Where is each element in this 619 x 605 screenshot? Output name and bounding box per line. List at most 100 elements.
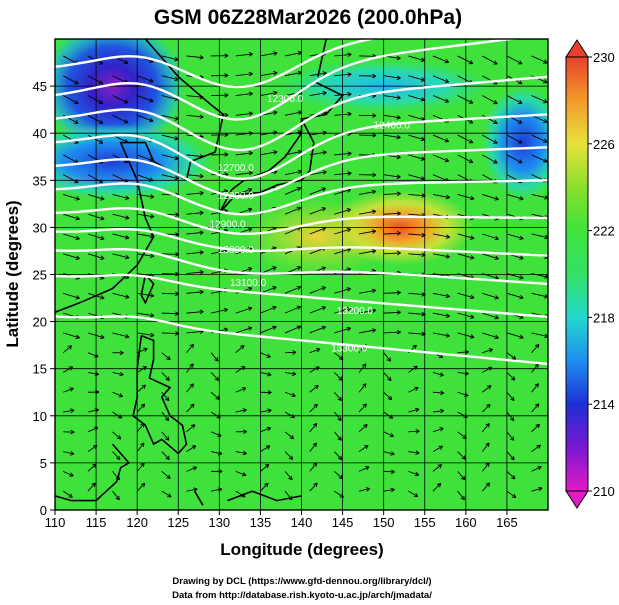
wind-vector xyxy=(235,345,245,354)
wind-vector-head xyxy=(470,317,475,319)
wind-vector xyxy=(432,372,444,376)
wind-vector-head xyxy=(199,154,204,158)
wind-vector-head xyxy=(164,438,170,441)
wind-vector-head xyxy=(495,235,499,240)
wind-vector xyxy=(432,95,449,103)
wind-vector xyxy=(408,490,419,497)
wind-vector-head xyxy=(372,191,377,195)
wind-vector-head xyxy=(290,495,293,500)
wind-vector xyxy=(112,490,120,501)
wind-vector xyxy=(112,193,130,199)
wind-vector xyxy=(482,75,498,85)
wind-vector xyxy=(531,292,548,298)
wind-vector-head xyxy=(495,314,499,319)
wind-vector-head xyxy=(116,437,121,440)
wind-vector-head xyxy=(316,385,319,390)
y-tick-label: 20 xyxy=(33,315,47,330)
wind-vector xyxy=(112,391,123,397)
wind-vector-head xyxy=(494,60,498,65)
wind-vector xyxy=(457,95,474,104)
wind-vector-head xyxy=(544,59,548,64)
wind-vector-head xyxy=(396,250,401,254)
wind-vector xyxy=(284,306,301,314)
colorbar-tick-label: 230 xyxy=(593,50,615,65)
wind-vector xyxy=(63,95,79,104)
wind-vector-head xyxy=(100,337,105,340)
wind-vector-head xyxy=(242,408,247,411)
wind-vector-head xyxy=(337,418,342,422)
wind-vector-head xyxy=(223,307,228,310)
wind-vector xyxy=(137,233,155,238)
wind-vector-head xyxy=(150,332,155,336)
wind-vector-head xyxy=(337,457,342,461)
wind-vector-head xyxy=(199,269,204,273)
contour-label: 12700.0 xyxy=(218,163,255,174)
wind-vector-head xyxy=(519,277,524,280)
wind-vector-head xyxy=(439,374,444,377)
wind-vector xyxy=(62,345,72,354)
y-axis: 0 5 10 15 20 25 30 35 40 45 xyxy=(33,79,55,518)
wind-vector xyxy=(309,423,318,433)
wind-vector-head xyxy=(125,254,130,259)
wind-vector-head xyxy=(140,422,145,426)
wind-vector-head xyxy=(347,189,351,193)
wind-vector xyxy=(284,431,294,440)
wind-vector xyxy=(383,352,391,362)
wind-vector-head xyxy=(175,76,179,81)
wind-vector-head xyxy=(445,315,450,318)
wind-vector xyxy=(161,174,179,180)
wind-vector xyxy=(63,154,79,164)
wind-vector-head xyxy=(101,255,105,260)
wind-vector xyxy=(284,372,296,375)
wind-vector-head xyxy=(463,455,466,460)
x-axis: 110 115 120 125 130 135 140 145 150 155 160 165 xyxy=(45,510,518,530)
wind-vector-head xyxy=(217,487,223,490)
credit-data: Data from http://database.rish.kyoto-u.a… xyxy=(172,590,432,601)
wind-vector xyxy=(112,253,130,259)
wind-vector-head xyxy=(396,58,401,61)
x-axis-label: Longitude (degrees) xyxy=(220,540,383,559)
wind-vector-head xyxy=(494,238,499,241)
wind-vector xyxy=(260,52,278,57)
wind-vector-head xyxy=(371,229,376,232)
wind-vector-head xyxy=(389,376,392,381)
wind-vector-head xyxy=(223,327,228,330)
wind-vector-head xyxy=(248,150,253,154)
wind-vector-head xyxy=(297,187,302,192)
wind-vector-head xyxy=(199,190,204,194)
wind-vector-head xyxy=(150,236,155,239)
wind-vector xyxy=(63,470,74,477)
wind-vector-head xyxy=(439,483,442,488)
wind-vector-head xyxy=(119,350,124,354)
wind-vector-head xyxy=(421,116,425,121)
wind-vector-head xyxy=(125,297,130,299)
wind-vector-head xyxy=(461,457,466,460)
wind-vector-head xyxy=(365,445,369,450)
wind-vector xyxy=(531,154,548,163)
wind-vector-head xyxy=(248,307,253,312)
wind-vector-head xyxy=(249,152,253,156)
wind-vector-head xyxy=(414,407,420,410)
wind-vector xyxy=(235,366,246,373)
wind-vector-head xyxy=(534,344,539,347)
wind-vector-head xyxy=(495,334,499,339)
wind-vector-head xyxy=(340,455,343,460)
colorbar-min-arrow xyxy=(565,490,589,509)
wind-vector-head xyxy=(248,188,253,193)
wind-vector-head xyxy=(396,191,401,194)
wind-vector xyxy=(506,490,517,498)
wind-vector xyxy=(235,387,247,393)
wind-vector xyxy=(481,404,491,413)
chart-title: GSM 06Z28Mar2026 (200.0hPa) xyxy=(154,6,462,29)
wind-vector xyxy=(506,332,524,339)
wind-vector-head xyxy=(520,255,524,259)
wind-vector-head xyxy=(488,482,491,487)
y-tick-label: 35 xyxy=(33,173,47,188)
y-tick-label: 45 xyxy=(33,79,47,94)
wind-vector-head xyxy=(119,435,122,440)
wind-vector-head xyxy=(390,471,395,475)
wind-vector-head xyxy=(538,444,541,449)
wind-vector-head xyxy=(544,79,548,83)
wind-vector-head xyxy=(119,371,124,376)
wind-vector xyxy=(309,187,326,195)
